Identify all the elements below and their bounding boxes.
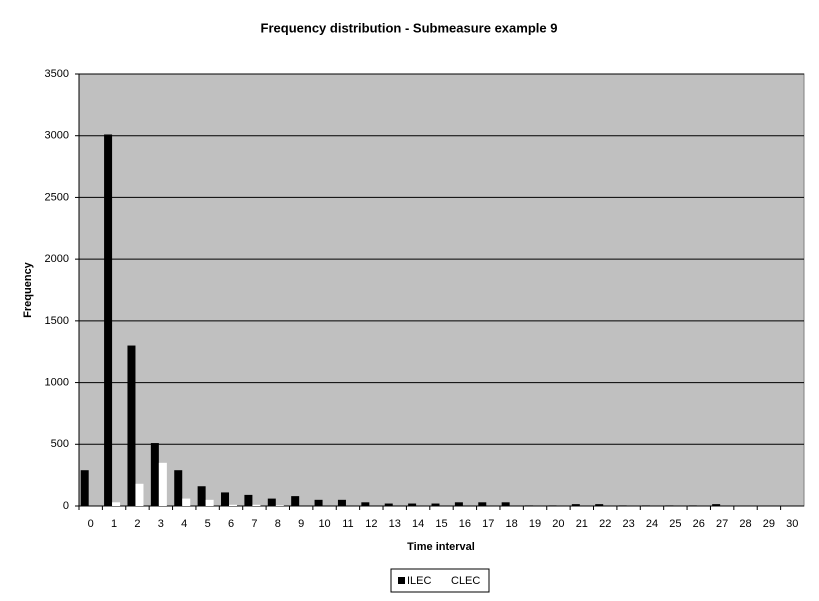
x-tick-label: 17: [482, 518, 494, 530]
bar: [431, 503, 440, 506]
x-tick-label: 30: [786, 518, 798, 530]
bar: [384, 503, 393, 506]
legend: [390, 568, 490, 593]
x-tick-label: 9: [298, 518, 304, 530]
x-tick-label: 2: [134, 518, 140, 530]
x-tick-label: 1: [111, 518, 117, 530]
y-tick-label: 2500: [45, 191, 69, 203]
x-tick-label: 29: [763, 518, 775, 530]
y-tick-label: 1500: [45, 315, 69, 327]
x-tick-label: 10: [318, 518, 330, 530]
bar: [197, 486, 206, 506]
bar: [291, 496, 300, 506]
bar: [275, 505, 284, 506]
legend-label: CLEC: [451, 575, 480, 587]
y-tick-label: 3000: [45, 130, 69, 142]
x-tick-label: 26: [693, 518, 705, 530]
x-tick-label: 21: [576, 518, 588, 530]
legend-label: ILEC: [407, 575, 432, 587]
y-tick-label: 0: [63, 500, 69, 512]
x-tick-label: 3: [158, 518, 164, 530]
bar: [525, 505, 534, 506]
x-tick-label: 6: [228, 518, 234, 530]
x-tick-label: 22: [599, 518, 611, 530]
x-tick-label: 27: [716, 518, 728, 530]
bar: [127, 345, 136, 506]
bar: [712, 504, 721, 506]
x-tick-label: 5: [205, 518, 211, 530]
bar: [361, 502, 370, 506]
bar: [174, 470, 183, 506]
x-tick-label: 12: [365, 518, 377, 530]
bar: [104, 134, 113, 507]
bar: [688, 505, 697, 506]
bar: [314, 499, 323, 506]
bar: [548, 505, 557, 506]
x-tick-label: 13: [389, 518, 401, 530]
plot-area: [78, 73, 805, 507]
x-tick-label: 19: [529, 518, 541, 530]
chart-title: Frequency distribution - Submeasure exam…: [261, 20, 558, 35]
bar: [205, 499, 214, 506]
x-tick-label: 4: [181, 518, 187, 530]
bar: [337, 499, 346, 506]
x-tick-label: 24: [646, 518, 658, 530]
bar: [150, 443, 159, 506]
bar: [641, 505, 650, 506]
y-tick-label: 500: [51, 438, 69, 450]
bar: [618, 505, 627, 506]
bar: [571, 504, 580, 506]
bar: [221, 492, 230, 506]
bar: [80, 470, 89, 506]
legend-swatch: [398, 577, 405, 584]
x-tick-label: 8: [275, 518, 281, 530]
bar: [267, 498, 276, 506]
x-tick-label: 23: [622, 518, 634, 530]
bar: [158, 462, 167, 506]
y-tick-label: 3500: [45, 68, 69, 80]
bar: [182, 498, 191, 506]
bar: [454, 502, 463, 506]
bar: [408, 503, 417, 506]
x-tick-label: 18: [506, 518, 518, 530]
bar: [665, 505, 674, 506]
legend-swatch: [442, 577, 449, 584]
bar: [501, 502, 510, 506]
bar: [112, 502, 121, 506]
bar: [252, 504, 261, 506]
x-tick-label: 0: [88, 518, 94, 530]
x-tick-label: 14: [412, 518, 424, 530]
x-tick-label: 16: [459, 518, 471, 530]
y-tick-label: 2000: [45, 253, 69, 265]
x-axis-title: Time interval: [407, 541, 475, 553]
bar: [135, 483, 144, 506]
y-axis-title: Frequency: [22, 261, 34, 318]
x-tick-label: 28: [739, 518, 751, 530]
bar: [595, 504, 604, 506]
x-tick-label: 15: [435, 518, 447, 530]
y-tick-label: 1000: [45, 376, 69, 388]
x-tick-label: 25: [669, 518, 681, 530]
bar: [244, 494, 253, 506]
x-tick-label: 7: [251, 518, 257, 530]
bar: [229, 504, 238, 506]
x-tick-label: 11: [342, 518, 353, 530]
bar: [478, 502, 487, 506]
x-tick-label: 20: [552, 518, 564, 530]
